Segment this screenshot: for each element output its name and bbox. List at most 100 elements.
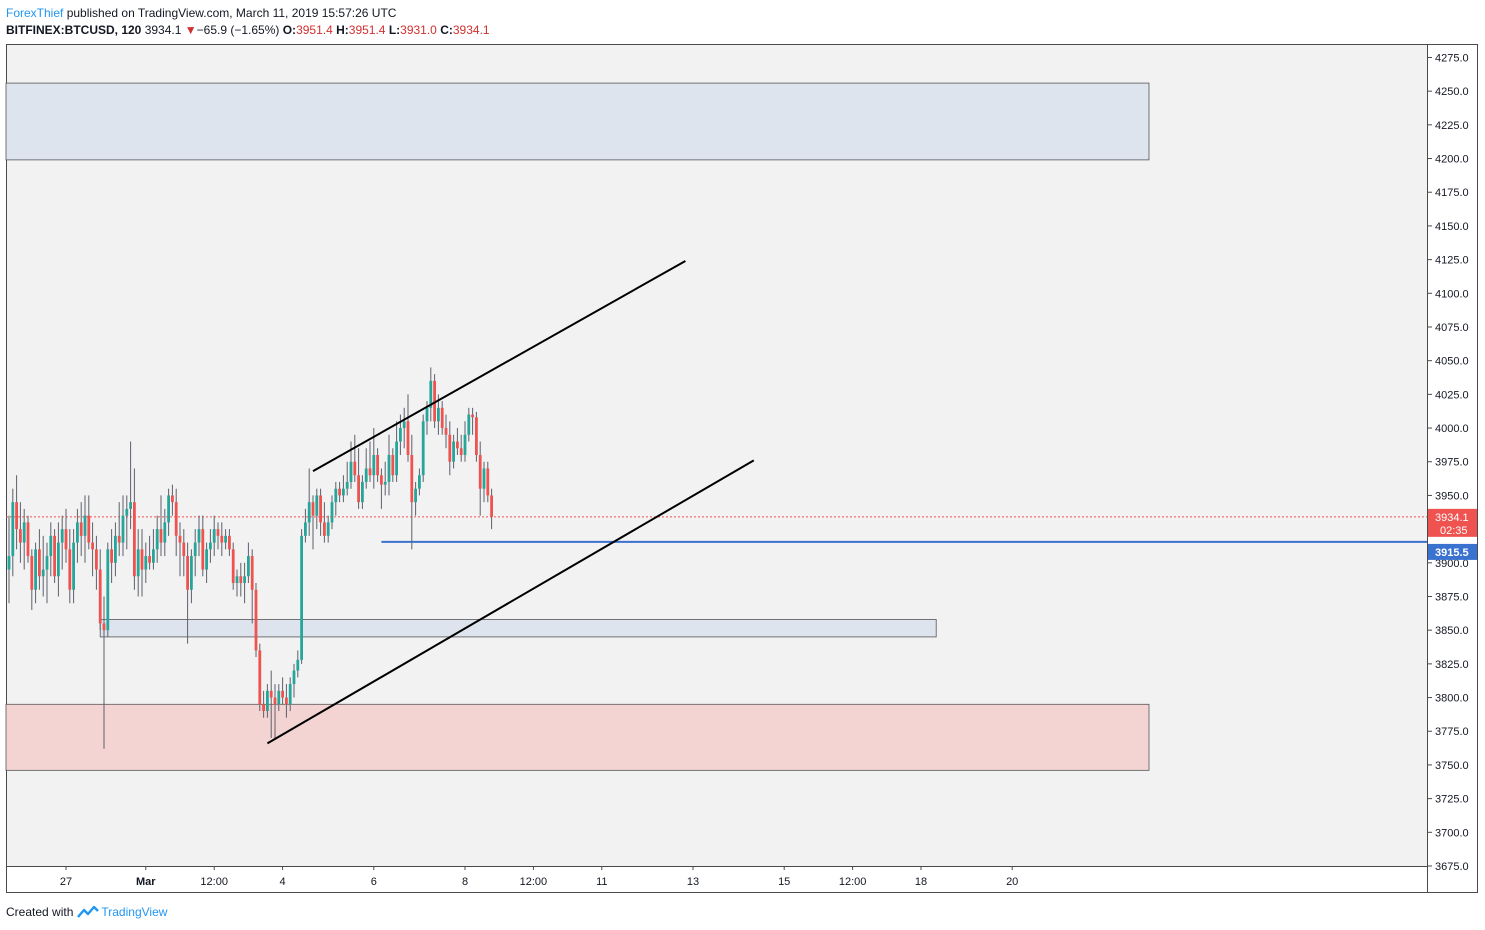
candle[interactable]	[296, 659, 300, 671]
author-link[interactable]: ForexThief	[6, 6, 64, 20]
candle[interactable]	[174, 502, 178, 536]
candle[interactable]	[98, 569, 102, 624]
channel-upper-line[interactable]	[312, 260, 686, 473]
candle[interactable]	[178, 535, 182, 543]
candle[interactable]	[15, 502, 18, 530]
candle[interactable]	[448, 434, 452, 462]
candle[interactable]	[64, 529, 68, 550]
candle[interactable]	[38, 549, 41, 577]
candle[interactable]	[193, 542, 197, 557]
candle[interactable]	[395, 441, 398, 476]
candle[interactable]	[326, 522, 330, 536]
candle[interactable]	[133, 502, 136, 577]
candle[interactable]	[26, 522, 30, 557]
candle[interactable]	[41, 569, 45, 577]
candle[interactable]	[34, 549, 37, 590]
candle[interactable]	[243, 576, 246, 584]
candle[interactable]	[406, 421, 410, 455]
candle[interactable]	[72, 542, 75, 590]
candle[interactable]	[429, 380, 433, 408]
candle[interactable]	[399, 428, 402, 442]
candle[interactable]	[182, 542, 186, 557]
candle[interactable]	[220, 535, 224, 543]
candle[interactable]	[330, 502, 334, 523]
candle[interactable]	[49, 535, 53, 557]
candle[interactable]	[231, 549, 235, 584]
candle[interactable]	[383, 481, 387, 485]
candle[interactable]	[311, 502, 315, 516]
candle[interactable]	[57, 542, 60, 577]
price-chart[interactable]: 3675.0 3700.0 3725.0 3750.0 3775.0 3800.0 3825…	[0, 0, 1485, 900]
candle[interactable]	[95, 549, 98, 570]
candle[interactable]	[323, 522, 326, 536]
candle[interactable]	[467, 414, 471, 435]
candle[interactable]	[114, 535, 117, 563]
candle[interactable]	[456, 441, 459, 449]
candle[interactable]	[482, 468, 486, 489]
candle[interactable]	[228, 535, 231, 550]
candle[interactable]	[437, 407, 440, 422]
candle[interactable]	[425, 407, 429, 422]
candle[interactable]	[235, 576, 239, 584]
candle[interactable]	[433, 380, 436, 422]
candle[interactable]	[159, 529, 163, 543]
candle[interactable]	[171, 495, 174, 503]
candle[interactable]	[353, 461, 357, 476]
candle[interactable]	[288, 684, 292, 705]
candle[interactable]	[106, 549, 110, 631]
candle[interactable]	[277, 690, 281, 705]
candle[interactable]	[83, 515, 87, 536]
candle[interactable]	[258, 650, 262, 705]
candle[interactable]	[167, 495, 170, 523]
candle[interactable]	[452, 441, 455, 462]
candle[interactable]	[421, 421, 425, 476]
candle[interactable]	[304, 522, 307, 536]
candle[interactable]	[402, 421, 406, 429]
candle[interactable]	[380, 475, 383, 485]
candle[interactable]	[459, 448, 463, 455]
candle[interactable]	[300, 535, 303, 660]
candle[interactable]	[53, 535, 56, 577]
candle[interactable]	[144, 556, 148, 570]
resistance-zone[interactable]	[5, 82, 1150, 161]
candle[interactable]	[22, 522, 26, 543]
candle[interactable]	[471, 414, 474, 418]
candle[interactable]	[250, 556, 254, 590]
candle[interactable]	[361, 481, 364, 503]
candle[interactable]	[364, 468, 368, 482]
candle[interactable]	[342, 488, 345, 496]
candle[interactable]	[91, 542, 94, 550]
candle[interactable]	[357, 475, 360, 503]
candle[interactable]	[60, 529, 64, 543]
candle[interactable]	[475, 417, 478, 455]
candle[interactable]	[30, 556, 34, 590]
candle[interactable]	[190, 556, 193, 590]
candle[interactable]	[315, 495, 319, 516]
candle[interactable]	[292, 670, 296, 685]
candle[interactable]	[414, 488, 417, 503]
candle[interactable]	[307, 502, 311, 523]
candle[interactable]	[102, 623, 106, 631]
candle[interactable]	[345, 481, 349, 489]
candle[interactable]	[334, 488, 338, 503]
candle[interactable]	[117, 535, 121, 543]
candle[interactable]	[262, 704, 265, 712]
candle[interactable]	[121, 515, 125, 543]
candle[interactable]	[338, 488, 341, 496]
candle[interactable]	[319, 495, 322, 523]
candle[interactable]	[216, 529, 220, 536]
candle[interactable]	[87, 515, 91, 543]
candle[interactable]	[148, 556, 151, 563]
candle[interactable]	[463, 434, 467, 455]
candle[interactable]	[7, 556, 11, 570]
candle[interactable]	[152, 549, 155, 563]
candle[interactable]	[129, 502, 132, 509]
candle[interactable]	[410, 455, 414, 503]
candle[interactable]	[11, 502, 15, 557]
candle[interactable]	[155, 529, 159, 550]
candle[interactable]	[125, 508, 129, 516]
candle[interactable]	[281, 690, 284, 698]
candle[interactable]	[110, 549, 113, 563]
candle[interactable]	[440, 407, 444, 429]
candle[interactable]	[201, 529, 205, 570]
